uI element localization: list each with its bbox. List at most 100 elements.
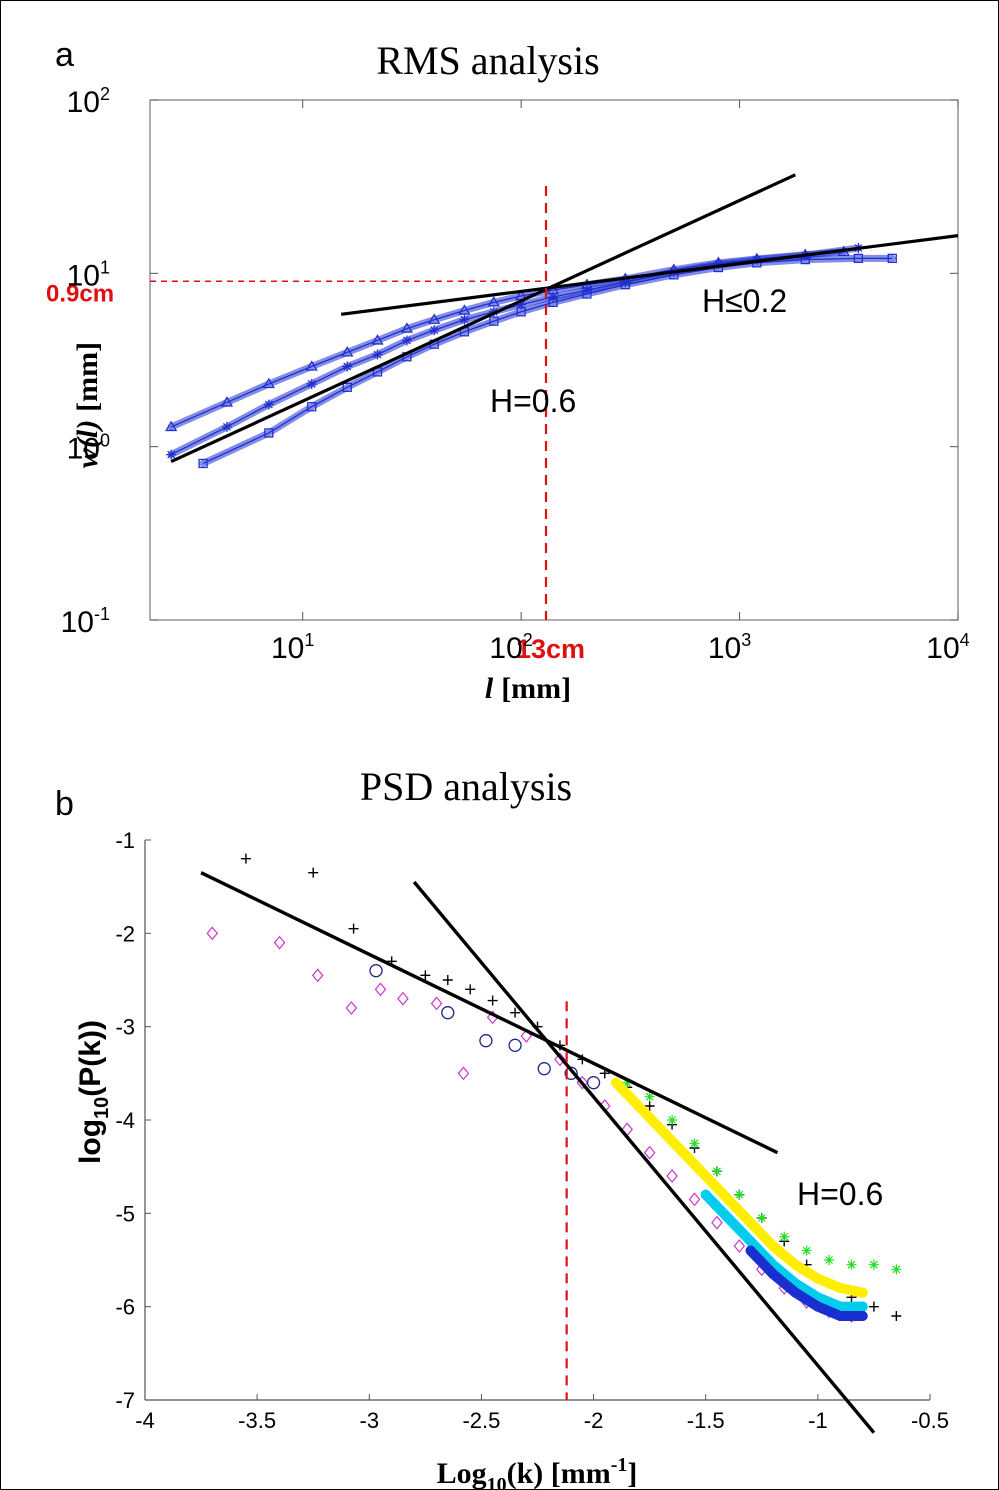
y-axis-a-unit: [mm] xyxy=(71,342,104,412)
point-b-3-4 xyxy=(711,1166,722,1177)
point-b-1-18 xyxy=(733,1239,746,1253)
point-a-2-9 xyxy=(516,307,526,317)
y-axis-b-main: log xyxy=(74,1119,107,1164)
point-b-1-4 xyxy=(374,982,387,997)
y-tick-label-b-5: -2 xyxy=(115,921,135,946)
plot-b-ticks: -4 -3.5 -3 -2.5 -2 -1.5 -1 -0.5 -7 -6 -5 -4 -3 -2 -1 xyxy=(115,828,949,1433)
point-b-0-6 xyxy=(465,984,476,995)
fit-label-b: H=0.6 xyxy=(797,1176,883,1212)
point-b-2-0 xyxy=(369,964,383,978)
point-a-2-17 xyxy=(853,253,864,264)
point-b-3-5 xyxy=(734,1189,745,1200)
point-b-4-4 xyxy=(700,1171,711,1181)
point-b-1-15 xyxy=(666,1169,678,1183)
point-b-4-3 xyxy=(678,1147,689,1158)
point-b-3-3 xyxy=(689,1138,700,1149)
x-axis-b-rest: (k) [mm xyxy=(507,1457,611,1490)
chart-a-title: RMS analysis xyxy=(376,38,599,83)
point-a-0-1 xyxy=(220,396,234,407)
y-tick-label-b-1: -6 xyxy=(115,1295,135,1320)
point-a-1-2 xyxy=(263,399,274,410)
point-b-4-8 xyxy=(790,1259,801,1270)
y-tick-label-b-6: -1 xyxy=(115,828,135,853)
point-a-1-7 xyxy=(429,325,440,336)
point-a-0-6 xyxy=(400,322,414,333)
point-b-1-10 xyxy=(554,1052,566,1067)
y-tick-label-b-0: -7 xyxy=(115,1388,135,1413)
x-tick-label-a-3: 104 xyxy=(926,630,969,665)
fit-line-b-1 xyxy=(412,880,876,1434)
point-a-2-11 xyxy=(582,289,592,299)
point-b-4-7 xyxy=(768,1241,778,1251)
point-b-4-1 xyxy=(633,1101,644,1111)
point-b-0-4 xyxy=(420,970,431,981)
y-tick-label-a-0: 10-1 xyxy=(61,604,110,639)
point-b-4-5 xyxy=(723,1194,734,1205)
chart-b-title: PSD analysis xyxy=(360,764,572,809)
point-b-1-16 xyxy=(688,1192,701,1207)
point-a-2-1 xyxy=(264,428,274,438)
point-a-0-3 xyxy=(305,360,318,371)
point-a-1-10 xyxy=(516,299,527,310)
panel-b-label: b xyxy=(55,785,74,823)
point-b-0-5 xyxy=(442,975,453,985)
point-b-5-0 xyxy=(700,1189,711,1200)
point-b-6-2 xyxy=(790,1287,801,1298)
y-axis-b-rest: (P(k)) xyxy=(74,1020,107,1097)
point-b-2-5 xyxy=(564,1066,578,1080)
x-axis-b-end: ] xyxy=(627,1457,637,1490)
point-b-1-3 xyxy=(345,1001,358,1015)
point-b-2-3 xyxy=(508,1038,522,1052)
point-a-2-2 xyxy=(307,402,317,412)
x-tick-label-a-2: 103 xyxy=(708,630,751,665)
point-b-0-8 xyxy=(510,1007,521,1018)
panel-a: a RMS analysis 0.9cm 13cm 101 102 103 104 10-… xyxy=(46,36,970,705)
point-b-5-7 xyxy=(857,1301,868,1312)
fit-label-h02: H≤0.2 xyxy=(702,283,787,319)
fit-label-h06: H=0.6 xyxy=(490,383,576,419)
point-a-0-0 xyxy=(165,420,178,432)
point-a-1-0 xyxy=(166,449,177,460)
point-b-4-0 xyxy=(611,1077,621,1088)
point-b-6-1 xyxy=(768,1269,778,1279)
x-tick-label-b-6: -1 xyxy=(808,1408,828,1433)
point-b-3-8 xyxy=(801,1245,812,1256)
point-b-0-14 xyxy=(644,1101,655,1111)
point-b-1-17 xyxy=(711,1215,723,1230)
point-b-5-6 xyxy=(835,1301,846,1312)
x-tick-label-b-1: -3.5 xyxy=(238,1408,276,1433)
point-a-1-8 xyxy=(459,314,470,325)
point-b-1-6 xyxy=(430,996,443,1011)
point-b-6-4 xyxy=(835,1311,846,1321)
marker-label-13cm: 13cm xyxy=(516,634,585,664)
point-b-3-11 xyxy=(868,1259,879,1270)
y-axis-b-sub: 10 xyxy=(91,1097,113,1119)
point-b-4-6 xyxy=(745,1217,756,1228)
x-tick-label-b-0: -4 xyxy=(135,1408,155,1433)
x-tick-label-a-0: 101 xyxy=(271,630,314,665)
point-b-0-1 xyxy=(308,867,319,878)
point-b-6-0 xyxy=(745,1245,756,1256)
point-a-2-8 xyxy=(489,316,499,326)
point-b-3-12 xyxy=(891,1264,902,1275)
point-b-0-2 xyxy=(348,923,359,934)
x-tick-label-a-1: 102 xyxy=(489,630,532,665)
point-b-6-5 xyxy=(857,1311,868,1321)
point-a-2-10 xyxy=(548,297,558,308)
x-tick-label-b-4: -2 xyxy=(584,1408,604,1433)
series-a-1-band xyxy=(167,244,862,459)
x-tick-label-b-2: -3 xyxy=(360,1408,380,1433)
fit-line-a-1 xyxy=(340,234,959,316)
point-a-1-6 xyxy=(401,335,412,346)
point-b-3-0 xyxy=(622,1077,633,1088)
y-axis-a-var: w(l) xyxy=(71,420,104,468)
x-axis-a-unit: [mm] xyxy=(501,672,571,705)
point-b-0-25 xyxy=(891,1311,902,1321)
point-b-3-7 xyxy=(779,1231,790,1242)
point-a-2-0 xyxy=(198,458,208,469)
point-b-4-2 xyxy=(655,1124,666,1135)
point-b-5-1 xyxy=(723,1213,734,1223)
x-axis-b-title: Log10(k) [mm-1] xyxy=(437,1454,638,1490)
point-a-1-1 xyxy=(221,421,232,432)
